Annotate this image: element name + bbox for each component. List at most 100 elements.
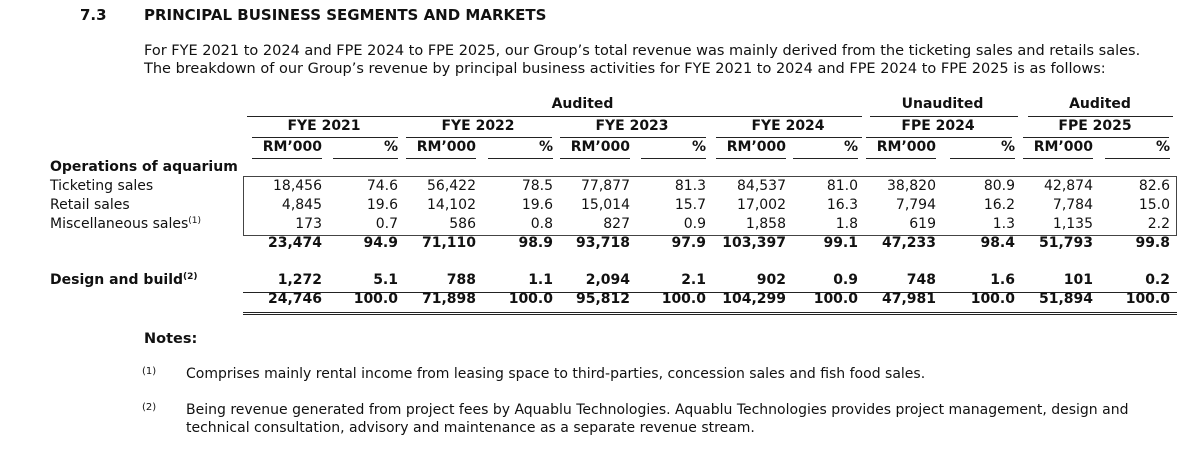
row-label: Ticketing sales xyxy=(50,178,153,194)
value-percent: 100.0 xyxy=(970,291,1015,307)
section-title: PRINCIPAL BUSINESS SEGMENTS AND MARKETS xyxy=(144,6,547,24)
value-percent: 97.9 xyxy=(671,235,706,251)
value-rm: 7,794 xyxy=(895,197,936,213)
total-rule xyxy=(243,312,1177,317)
group-underline xyxy=(247,116,862,117)
unit-header-rm: RM’000 xyxy=(416,139,476,155)
value-percent: 74.6 xyxy=(366,178,398,194)
value-rm: 42,874 xyxy=(1044,178,1093,194)
value-percent: 81.3 xyxy=(674,178,706,194)
value-rm: 2,094 xyxy=(585,272,630,288)
period-header: FYE 2022 xyxy=(441,118,515,134)
row-label-text: Ticketing sales xyxy=(50,178,154,194)
unit-header-percent: % xyxy=(1155,139,1170,155)
value-percent: 16.3 xyxy=(826,197,858,213)
note-mark: (2) xyxy=(142,402,157,413)
unit-header-percent: % xyxy=(538,139,553,155)
value-percent: 1.6 xyxy=(990,272,1015,288)
period-underline xyxy=(716,137,862,138)
unit-header-rm: RM’000 xyxy=(876,139,936,155)
unit-header-rm: RM’000 xyxy=(570,139,630,155)
notes-heading: Notes: xyxy=(144,331,198,347)
unit-underline xyxy=(252,158,322,159)
value-rm: 17,002 xyxy=(737,197,786,213)
section-number: 7.3 xyxy=(80,6,107,24)
value-rm: 902 xyxy=(756,272,786,288)
unit-underline xyxy=(1023,158,1093,159)
value-percent: 100.0 xyxy=(661,291,706,307)
value-percent: 100.0 xyxy=(1125,291,1170,307)
value-rm: 24,746 xyxy=(267,291,322,307)
footnote-ref: (2) xyxy=(183,272,198,282)
unit-header-rm: RM’000 xyxy=(1033,139,1093,155)
value-percent: 1.3 xyxy=(992,216,1015,232)
value-percent: 19.6 xyxy=(366,197,398,213)
value-percent: 1.1 xyxy=(528,272,553,288)
value-percent: 1.8 xyxy=(835,216,858,232)
value-rm: 7,784 xyxy=(1052,197,1093,213)
subtotal-rule xyxy=(243,292,1177,293)
detail-box xyxy=(243,176,1177,236)
unit-underline xyxy=(333,158,398,159)
value-rm: 77,877 xyxy=(581,178,630,194)
audit-group-label: Audited xyxy=(1069,96,1131,112)
period-underline xyxy=(252,137,398,138)
value-rm: 47,233 xyxy=(881,235,936,251)
value-percent: 100.0 xyxy=(508,291,553,307)
audit-group-label: Audited xyxy=(551,96,614,112)
value-percent: 0.9 xyxy=(683,216,706,232)
value-rm: 23,474 xyxy=(267,235,322,251)
value-rm: 586 xyxy=(449,216,476,232)
value-percent: 94.9 xyxy=(363,235,398,251)
value-rm: 18,456 xyxy=(273,178,322,194)
note-mark: (1) xyxy=(142,366,157,377)
value-rm: 47,981 xyxy=(881,291,936,307)
row-label-text: Retail sales xyxy=(50,197,130,213)
value-percent: 15.0 xyxy=(1138,197,1170,213)
period-header: FPE 2024 xyxy=(901,118,975,134)
value-percent: 16.2 xyxy=(983,197,1015,213)
period-underline xyxy=(1023,137,1169,138)
period-header: FPE 2025 xyxy=(1058,118,1132,134)
value-percent: 15.7 xyxy=(674,197,706,213)
period-underline xyxy=(560,137,706,138)
period-header: FYE 2023 xyxy=(595,118,669,134)
row-label-text: Design and build xyxy=(50,272,184,288)
unit-underline xyxy=(1105,158,1170,159)
value-percent: 0.2 xyxy=(1145,272,1170,288)
value-percent: 82.6 xyxy=(1138,178,1170,194)
unit-underline xyxy=(406,158,476,159)
value-rm: 104,299 xyxy=(722,291,786,307)
value-percent: 5.1 xyxy=(373,272,398,288)
period-underline xyxy=(866,137,1012,138)
period-underline xyxy=(406,137,552,138)
value-percent: 0.7 xyxy=(375,216,398,232)
value-rm: 38,820 xyxy=(887,178,936,194)
value-rm: 101 xyxy=(1063,272,1093,288)
value-rm: 1,135 xyxy=(1052,216,1093,232)
value-percent: 2.1 xyxy=(681,272,706,288)
value-percent: 98.4 xyxy=(980,235,1015,251)
value-rm: 827 xyxy=(603,216,630,232)
row-label-text: Miscellaneous sales xyxy=(50,216,189,232)
value-percent: 80.9 xyxy=(983,178,1015,194)
value-rm: 95,812 xyxy=(575,291,630,307)
value-percent: 100.0 xyxy=(353,291,398,307)
value-rm: 1,272 xyxy=(277,272,322,288)
unit-header-rm: RM’000 xyxy=(262,139,322,155)
footnote-ref: (1) xyxy=(188,216,202,226)
unit-underline xyxy=(488,158,553,159)
value-rm: 748 xyxy=(906,272,936,288)
unit-underline xyxy=(716,158,786,159)
unit-header-rm: RM’000 xyxy=(726,139,786,155)
value-rm: 15,014 xyxy=(581,197,630,213)
value-rm: 4,845 xyxy=(281,197,322,213)
value-rm: 71,898 xyxy=(421,291,476,307)
unit-header-percent: % xyxy=(843,139,858,155)
unit-underline xyxy=(950,158,1015,159)
group-underline xyxy=(870,116,1018,117)
note-text: Comprises mainly rental income from leas… xyxy=(186,366,926,382)
group-underline xyxy=(1028,116,1173,117)
row-label: Design and build(2) xyxy=(50,272,198,288)
value-percent: 99.8 xyxy=(1135,235,1170,251)
